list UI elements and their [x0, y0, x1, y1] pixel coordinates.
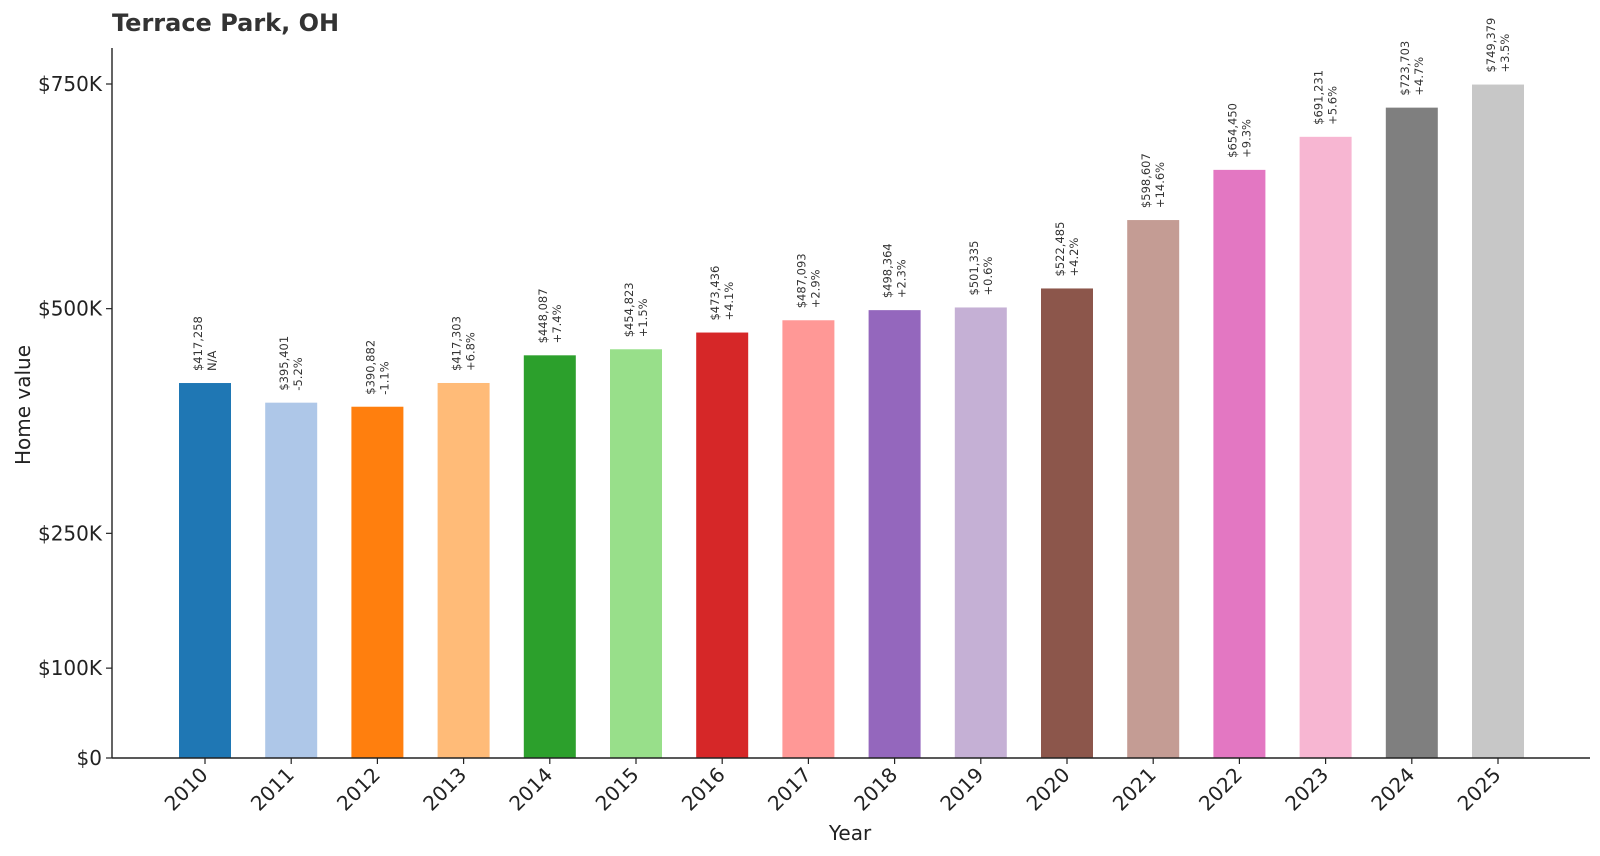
y-tick-label: $0	[77, 746, 102, 770]
x-axis-ticks: 2010 2011 2012 2013 2014 2015 2016 2017 2018 2019…	[160, 758, 1506, 816]
change-label: +4.2%	[1067, 238, 1081, 277]
bar-2019	[954, 307, 1007, 758]
value-label: $522,485	[1053, 222, 1067, 277]
value-label: $501,335	[967, 241, 981, 296]
y-tick-label: $250K	[38, 521, 103, 545]
chart-title: Terrace Park, OH	[112, 9, 339, 37]
value-label: $598,607	[1139, 153, 1153, 208]
bar-2025	[1472, 84, 1524, 758]
change-label: N/A	[205, 351, 219, 371]
y-tick-label: $100K	[38, 656, 103, 680]
change-label: +2.3%	[895, 259, 909, 298]
change-label: +9.3%	[1239, 119, 1253, 158]
bar-2023	[1299, 136, 1352, 759]
x-tick-label: 2023	[1280, 763, 1333, 816]
change-label: +4.1%	[722, 282, 736, 321]
value-label: $390,882	[363, 340, 377, 395]
x-tick-label: 2017	[763, 763, 816, 816]
change-label: +1.5%	[636, 298, 650, 337]
y-axis-label: Home value	[11, 345, 35, 465]
x-tick-label: 2016	[677, 763, 730, 816]
x-tick-label: 2021	[1108, 763, 1161, 816]
bar-2015	[610, 349, 662, 758]
bar-2012	[351, 406, 404, 758]
value-label: $454,823	[622, 282, 636, 337]
value-label: $448,087	[536, 288, 550, 343]
change-label: -1.1%	[377, 361, 391, 394]
bar-2011	[265, 402, 318, 758]
change-label: +7.4%	[550, 304, 564, 343]
y-tick-label: $750K	[38, 72, 103, 96]
change-label: +4.7%	[1412, 57, 1426, 96]
y-tick-label: $500K	[38, 297, 103, 321]
bar-2021	[1127, 220, 1180, 758]
x-tick-label: 2011	[246, 763, 299, 816]
x-tick-label: 2013	[418, 763, 471, 816]
change-label: +14.6%	[1153, 162, 1167, 208]
bar-2022	[1213, 169, 1266, 758]
value-label: $498,364	[881, 243, 895, 298]
x-axis-label: Year	[828, 821, 872, 845]
change-label: +0.6%	[981, 257, 995, 296]
bars	[179, 84, 1524, 759]
bar-2024	[1385, 107, 1438, 758]
value-label: $473,436	[708, 266, 722, 321]
bar-2018	[868, 310, 921, 758]
x-tick-label: 2014	[504, 763, 557, 816]
value-label: $395,401	[277, 336, 291, 391]
x-tick-label: 2022	[1194, 763, 1247, 816]
bar-2020	[1041, 288, 1093, 758]
y-axis-ticks: $0 $100K $250K $500K $750K	[38, 72, 112, 770]
value-label: $487,093	[794, 253, 808, 308]
bar-2017	[782, 320, 835, 758]
value-label: $691,231	[1312, 70, 1326, 125]
change-label: +3.5%	[1498, 34, 1512, 73]
x-tick-label: 2018	[849, 763, 902, 816]
change-label: +2.9%	[808, 269, 822, 308]
x-tick-label: 2020	[1022, 763, 1075, 816]
change-label: +5.6%	[1326, 86, 1340, 125]
x-tick-label: 2010	[160, 763, 213, 816]
x-tick-label: 2025	[1453, 763, 1506, 816]
x-tick-label: 2019	[935, 763, 988, 816]
bar-2014	[523, 355, 576, 758]
x-tick-label: 2012	[332, 763, 385, 816]
bar-2013	[437, 382, 490, 758]
value-label: $417,303	[450, 316, 464, 371]
value-label: $749,379	[1484, 18, 1498, 73]
bar-2016	[696, 332, 749, 758]
value-label: $654,450	[1225, 103, 1239, 158]
data-labels: $417,258 N/A $395,401 -5.2% $390,882 -1.1% $41…	[191, 18, 1512, 395]
bar-2010	[179, 383, 231, 758]
x-tick-label: 2024	[1366, 763, 1419, 816]
x-tick-label: 2015	[591, 763, 644, 816]
change-label: +6.8%	[464, 332, 478, 371]
change-label: -5.2%	[291, 357, 305, 390]
value-label: $417,258	[191, 316, 205, 371]
value-label: $723,703	[1398, 41, 1412, 96]
